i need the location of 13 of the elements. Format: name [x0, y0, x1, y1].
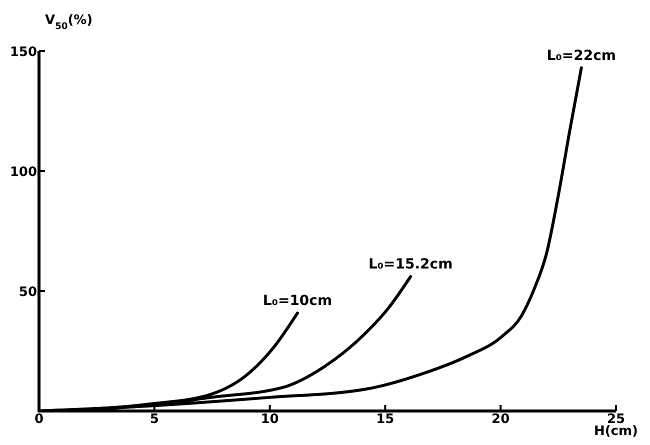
y-axis-title: V$_{50}$(%)	[45, 13, 93, 32]
series-label: L₀=15.2cm	[368, 256, 453, 273]
x-axis-title: H(cm)	[594, 424, 638, 439]
y-tick-label: 50	[18, 285, 37, 300]
x-tick-label: 10	[260, 412, 279, 427]
x-tick-label: 5	[150, 412, 159, 427]
x-tick-label: 0	[34, 412, 44, 427]
series-label: L₀=10cm	[262, 293, 332, 310]
x-tick-label: 15	[376, 412, 394, 427]
x-tick-label: 20	[492, 412, 510, 427]
series-label: L₀=22cm	[546, 48, 616, 64]
y-tick-label: 150	[10, 45, 37, 60]
y-tick-label: 100	[10, 165, 37, 180]
